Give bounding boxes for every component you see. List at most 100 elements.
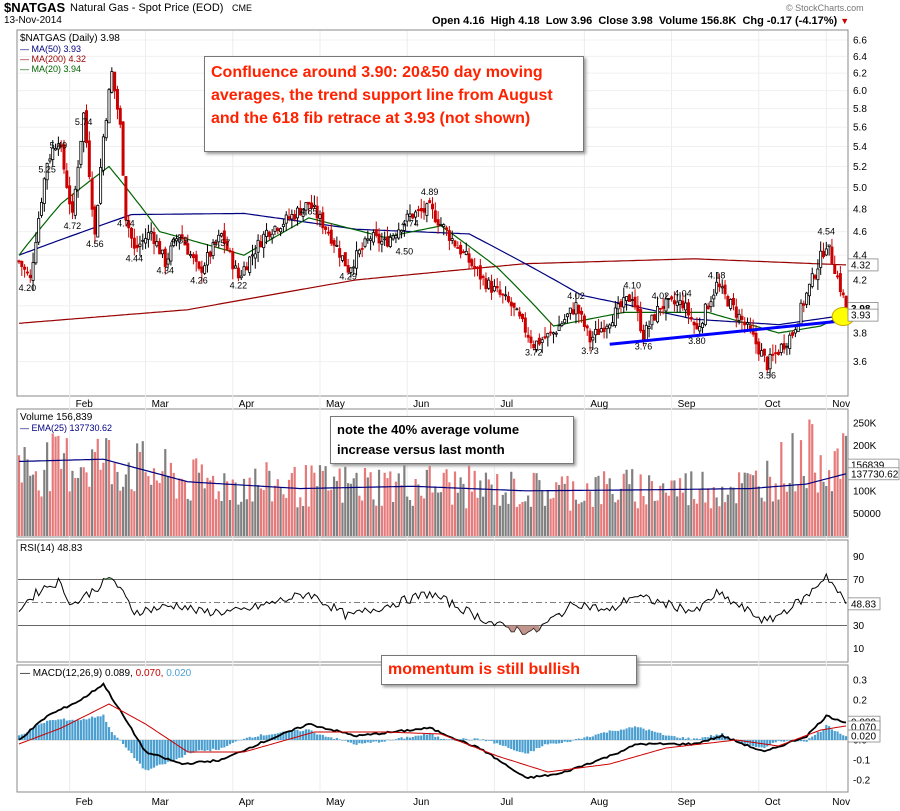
- macd-histogram-bar: [431, 733, 434, 740]
- volume-bar: [341, 502, 344, 536]
- macd-histogram-bar: [189, 740, 192, 754]
- macd-histogram-bar: [330, 737, 333, 740]
- candle-body: [388, 237, 392, 247]
- macd-histogram-bar: [563, 740, 566, 742]
- candle-body: [284, 214, 288, 224]
- volume-bar: [763, 501, 766, 536]
- volume-bar: [529, 506, 533, 536]
- candle-body: [383, 238, 387, 241]
- candle-body: [701, 322, 705, 328]
- volume-bar: [825, 486, 828, 536]
- macd-histogram-bar: [667, 735, 670, 740]
- macd-histogram-bar: [358, 740, 361, 744]
- volume-bar: [456, 492, 459, 536]
- volume-bar: [746, 473, 749, 536]
- volume-bar: [195, 458, 198, 536]
- candle-body: [76, 166, 80, 191]
- macd-histogram-bar: [166, 740, 170, 762]
- price-axis-tick-label: 5.4: [853, 142, 867, 153]
- candle-body: [568, 307, 572, 314]
- volume-bar: [161, 471, 164, 536]
- candle-body: [380, 240, 384, 245]
- macd-histogram-bar: [355, 740, 358, 745]
- volume-bar: [586, 483, 589, 536]
- volume-bar: [673, 480, 676, 536]
- volume-bar: [355, 472, 358, 536]
- price-axis-tick-label: 4.2: [853, 275, 867, 286]
- volume-bar: [130, 489, 133, 536]
- candle-body: [62, 144, 66, 170]
- macd-histogram-bar: [394, 739, 398, 740]
- price-point-label: 4.18: [708, 270, 726, 280]
- volume-bar: [372, 499, 375, 536]
- price-x-tick-label: Jun: [413, 399, 429, 410]
- macd-histogram-bar: [316, 734, 319, 740]
- volume-bar: [192, 459, 195, 536]
- rsi-oversold-fill: [505, 625, 540, 635]
- volume-bar: [482, 496, 485, 536]
- macd-histogram-bar: [532, 740, 535, 752]
- macd-histogram-bar: [60, 719, 63, 740]
- volume-bar: [602, 471, 606, 536]
- macd-histogram-bar: [819, 731, 822, 740]
- volume-bar: [181, 478, 184, 536]
- volume-bar: [552, 497, 555, 536]
- volume-bar: [51, 433, 54, 536]
- candle-body: [127, 220, 131, 229]
- volume-bar: [515, 506, 518, 536]
- volume-bar: [459, 477, 462, 536]
- candle-body: [715, 281, 719, 294]
- volume-bar: [332, 476, 336, 536]
- volume-bar: [656, 500, 659, 536]
- candle-body: [689, 316, 693, 320]
- macd-histogram-bar: [479, 739, 482, 741]
- volume-axis-tick-label: 100K: [853, 486, 877, 497]
- macd-histogram-bar: [496, 740, 499, 744]
- candle-body: [509, 301, 513, 307]
- volume-bar: [476, 497, 479, 536]
- volume-bar: [470, 491, 473, 536]
- volume-bar: [783, 483, 786, 536]
- macd-histogram-bar: [116, 737, 119, 740]
- macd-histogram-bar: [743, 740, 746, 745]
- volume-bar: [642, 495, 645, 536]
- macd-histogram-bar: [811, 736, 814, 740]
- volume-bar: [57, 435, 60, 536]
- volume-bar: [473, 470, 476, 536]
- candle-body: [785, 345, 789, 348]
- candle-body: [771, 353, 775, 356]
- macd-histogram-bar: [271, 734, 274, 740]
- macd-histogram-bar: [34, 726, 37, 740]
- rsi-layer: [18, 572, 847, 635]
- macd-x-tick-label: Mar: [152, 797, 170, 808]
- macd-x-tick-label: Feb: [76, 797, 94, 808]
- candle-body: [802, 303, 806, 306]
- volume-bar: [54, 436, 57, 536]
- macd-histogram-bar: [839, 733, 842, 740]
- price-x-tick-label: Jul: [500, 399, 513, 410]
- macd-histogram-bar: [653, 731, 656, 740]
- macd-histogram-bar: [490, 740, 493, 742]
- volume-bar: [425, 469, 428, 536]
- volume-bar: [822, 481, 825, 536]
- candle-body: [335, 244, 339, 247]
- candle-body: [203, 265, 207, 274]
- macd-histogram-bar: [82, 718, 85, 740]
- macd-histogram-bar: [242, 738, 246, 740]
- candle-body: [445, 227, 449, 230]
- volume-bar: [816, 492, 819, 536]
- macd-histogram-bar: [828, 726, 831, 740]
- quote-high: High 4.18: [490, 15, 540, 27]
- volume-bar: [397, 473, 400, 536]
- candle-body: [695, 323, 699, 330]
- candle-body: [726, 295, 730, 307]
- candle-body: [402, 223, 406, 231]
- volume-bar: [527, 495, 530, 536]
- candle-body: [611, 322, 615, 327]
- macd-histogram-bar: [487, 740, 490, 741]
- candle-body: [360, 248, 364, 250]
- candle-body: [425, 203, 429, 216]
- candle-body: [253, 253, 257, 259]
- volume-bar: [833, 451, 836, 536]
- candle-body: [287, 216, 291, 219]
